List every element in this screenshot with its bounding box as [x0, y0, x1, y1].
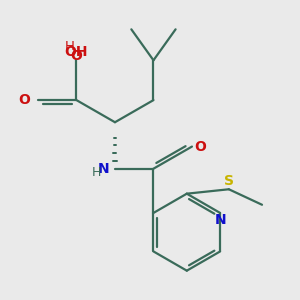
Text: H: H — [92, 166, 101, 179]
Text: N: N — [214, 213, 226, 226]
Text: O: O — [194, 140, 206, 154]
Text: N: N — [98, 162, 110, 176]
Text: OH: OH — [65, 45, 88, 59]
Text: O: O — [70, 49, 83, 63]
Text: H: H — [65, 40, 75, 52]
Text: S: S — [224, 174, 234, 188]
Text: O: O — [18, 93, 30, 107]
